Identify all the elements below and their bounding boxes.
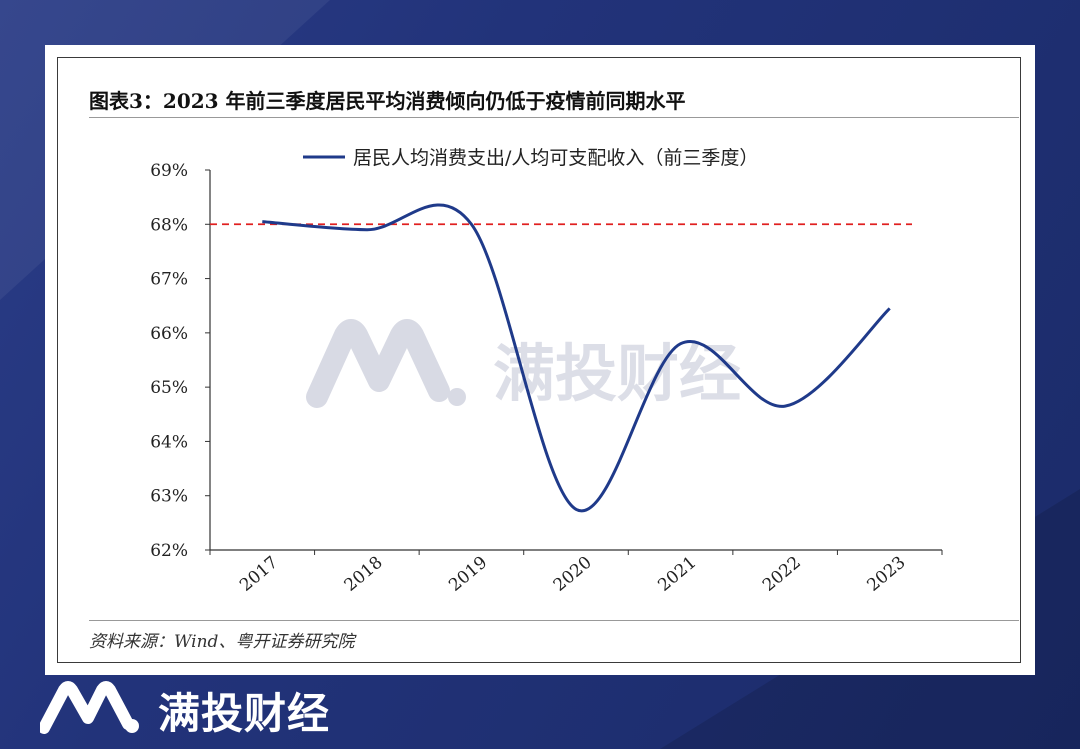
- y-tick-label: 69%: [150, 161, 188, 181]
- chart-title: 图表3：2023 年前三季度居民平均消费倾向仍低于疫情前同期水平: [89, 89, 686, 113]
- brand-logo-icon: [40, 681, 139, 734]
- y-tick-label: 62%: [150, 541, 188, 561]
- line-chart: 满投财经 62% 63% 64% 65% 66% 67% 68% 69% 2017 2018 201…: [150, 147, 943, 596]
- chart-axes: 62% 63% 64% 65% 66% 67% 68% 69% 2017 2018 2019 2020…: [150, 161, 943, 596]
- source-divider: [89, 620, 1019, 621]
- x-tick-label: 2021: [654, 553, 700, 596]
- y-tick-label: 64%: [150, 432, 188, 452]
- x-tick-label: 2018: [341, 553, 387, 596]
- x-tick-label: 2022: [759, 553, 805, 596]
- y-tick-label: 65%: [150, 378, 188, 398]
- y-tick-label: 66%: [150, 324, 188, 344]
- legend-label: 居民人均消费支出/人均可支配收入（前三季度）: [353, 147, 758, 169]
- x-tick-label: 2020: [550, 553, 596, 596]
- watermark-dot-icon: [448, 388, 466, 406]
- x-tick-label: 2023: [864, 553, 910, 596]
- y-tick-label: 63%: [150, 487, 188, 507]
- watermark: 满投财经: [306, 319, 741, 410]
- x-tick-label: 2019: [445, 553, 491, 596]
- chart-frame: [57, 57, 1021, 663]
- x-tick-label: 2017: [236, 553, 282, 596]
- y-tick-label: 68%: [150, 215, 188, 235]
- title-divider: [89, 117, 1019, 118]
- watermark-text: 满投财经: [493, 337, 741, 410]
- source-note: 资料来源：Wind、粤开证券研究院: [89, 632, 355, 652]
- footer-brand: 满投财经: [158, 689, 331, 738]
- y-tick-label: 67%: [150, 270, 188, 290]
- legend: 居民人均消费支出/人均可支配收入（前三季度）: [303, 147, 758, 169]
- watermark-logo-icon: [306, 319, 450, 408]
- series-group: [262, 203, 891, 513]
- chart-card: 图表3：2023 年前三季度居民平均消费倾向仍低于疫情前同期水平 满投财经 62…: [45, 45, 1035, 675]
